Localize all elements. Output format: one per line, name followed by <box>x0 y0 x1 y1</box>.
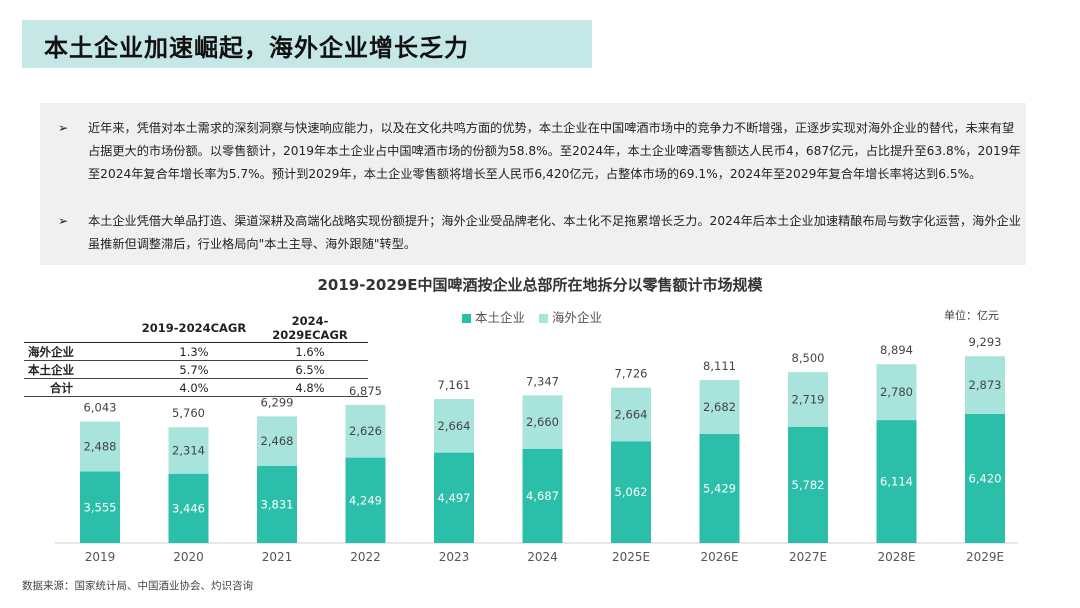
title-bar: 本土企业加速崛起，海外企业增长乏力 <box>22 20 592 68</box>
cagr-cell: 5.7% <box>136 360 252 379</box>
x-tick-label: 2020 <box>173 550 204 564</box>
bar-foreign <box>699 379 740 434</box>
bar-label-foreign: 2,873 <box>969 378 1002 392</box>
bar-total-label: 8,500 <box>792 351 825 365</box>
cagr-cell: 4.8% <box>252 378 368 397</box>
x-tick-label: 2025E <box>612 550 650 564</box>
cagr-table: 2019-2024CAGR 2024-2029ECAGR 海外企业 1.3% 1… <box>24 314 368 397</box>
bar-label-domestic: 5,062 <box>615 485 648 499</box>
bar-label-foreign: 2,664 <box>438 419 471 433</box>
bar-label-domestic: 6,420 <box>969 471 1002 485</box>
page-title: 本土企业加速崛起，海外企业增长乏力 <box>44 34 469 62</box>
cagr-cell: 1.6% <box>252 342 368 361</box>
chart-title: 2019-2029E中国啤酒按企业总部所在地拆分以零售额计市场规模 <box>317 276 763 294</box>
bar-total-label: 7,726 <box>615 367 648 381</box>
cagr-header-blank <box>24 314 136 343</box>
cagr-row-label: 海外企业 <box>24 342 136 361</box>
cagr-header-2: 2024-2029ECAGR <box>252 314 368 343</box>
legend-label-domestic: 本土企业 <box>475 310 526 325</box>
bar-foreign <box>611 387 651 442</box>
bar-foreign <box>965 356 1005 414</box>
unit-label: 单位：亿元 <box>944 309 999 322</box>
bar-label-domestic: 6,114 <box>880 475 913 489</box>
bar-label-foreign: 2,780 <box>880 385 913 399</box>
bar-foreign <box>788 372 828 427</box>
x-tick-label: 2027E <box>789 550 827 564</box>
bar-label-foreign: 2,626 <box>349 424 382 438</box>
data-source: 数据来源：国家统计局、中国酒业协会、灼识咨询 <box>22 580 253 592</box>
cagr-header-row: 2019-2024CAGR 2024-2029ECAGR <box>24 314 368 343</box>
bar-foreign <box>257 416 297 466</box>
cagr-cell: 6.5% <box>252 360 368 379</box>
x-tick-label: 2029E <box>966 550 1004 564</box>
bar-total-label: 8,894 <box>880 343 913 357</box>
legend-swatch-domestic <box>462 314 471 323</box>
bar-label-domestic: 5,429 <box>703 481 736 495</box>
bar-label-foreign: 2,468 <box>261 434 294 448</box>
bar-label-foreign: 2,488 <box>84 440 117 454</box>
x-tick-label: 2022 <box>350 550 381 564</box>
bar-foreign <box>434 399 474 453</box>
cagr-cell: 1.3% <box>136 342 252 361</box>
bar-domestic <box>168 473 209 543</box>
bar-domestic <box>965 413 1005 543</box>
bullet-arrow-icon: ➢ <box>58 121 69 135</box>
bullet-arrow-icon: ➢ <box>58 214 69 228</box>
bar-total-label: 6,043 <box>84 401 117 415</box>
bar-label-domestic: 5,782 <box>792 478 825 492</box>
cagr-row-label: 合计 <box>24 378 136 397</box>
bar-total-label: 6,299 <box>261 395 294 409</box>
x-tick-label: 2026E <box>700 550 738 564</box>
bar-label-domestic: 3,555 <box>84 500 117 514</box>
bar-label-domestic: 4,249 <box>349 493 382 507</box>
bar-domestic <box>80 471 120 543</box>
bar-label-domestic: 4,687 <box>526 489 559 503</box>
bar-domestic <box>257 465 297 543</box>
bar-foreign <box>80 421 120 472</box>
bar-domestic <box>876 420 917 543</box>
bar-total-label: 5,760 <box>172 406 205 420</box>
chart-legend: 本土企业 海外企业 <box>462 307 602 326</box>
x-tick-label: 2021 <box>262 550 293 564</box>
bar-foreign <box>522 395 563 449</box>
cagr-row-domestic: 本土企业 5.7% 6.5% <box>24 360 368 379</box>
bar-label-foreign: 2,314 <box>172 443 205 457</box>
bar-label-domestic: 3,446 <box>172 501 205 515</box>
bar-total-label: 7,347 <box>526 374 559 388</box>
bar-domestic <box>699 433 740 543</box>
cagr-header-1: 2019-2024CAGR <box>136 314 252 343</box>
summary-text-1: 近年来，凭借对本土需求的深刻洞察与快速响应能力，以及在文化共鸣方面的优势，本土企… <box>88 121 1021 181</box>
bar-total-label: 9,293 <box>969 335 1002 349</box>
bar-domestic <box>522 448 563 543</box>
bar-domestic <box>611 441 651 543</box>
x-tick-label: 2024 <box>527 550 558 564</box>
bar-domestic <box>434 452 474 543</box>
bar-label-foreign: 2,660 <box>526 415 559 429</box>
cagr-cell: 4.0% <box>136 378 252 397</box>
summary-box: ➢ 近年来，凭借对本土需求的深刻洞察与快速响应能力，以及在文化共鸣方面的优势，本… <box>40 103 1026 265</box>
x-tick-label: 2023 <box>439 550 470 564</box>
cagr-row-foreign: 海外企业 1.3% 1.6% <box>24 342 368 361</box>
bar-total-label: 7,161 <box>438 378 471 392</box>
bar-foreign <box>876 364 917 421</box>
x-tick-label: 2019 <box>85 550 116 564</box>
summary-text-2: 本土企业凭借大单品打造、渠道深耕及高端化战略实现份额提升；海外企业受品牌老化、本… <box>88 214 1021 251</box>
bar-label-domestic: 4,497 <box>438 491 471 505</box>
bar-label-foreign: 2,719 <box>792 392 825 406</box>
bar-foreign <box>345 404 386 458</box>
bar-label-foreign: 2,682 <box>703 400 736 414</box>
bar-domestic <box>788 426 828 543</box>
bar-domestic <box>345 457 386 543</box>
cagr-row-label: 本土企业 <box>24 360 136 379</box>
bar-total-label: 8,111 <box>703 359 736 373</box>
cagr-row-total: 合计 4.0% 4.8% <box>24 378 368 397</box>
bar-foreign <box>168 427 209 474</box>
legend-swatch-foreign <box>539 314 548 323</box>
bar-label-domestic: 3,831 <box>261 497 294 511</box>
bar-label-foreign: 2,664 <box>615 407 648 421</box>
legend-label-foreign: 海外企业 <box>552 310 603 325</box>
x-tick-label: 2028E <box>877 550 915 564</box>
